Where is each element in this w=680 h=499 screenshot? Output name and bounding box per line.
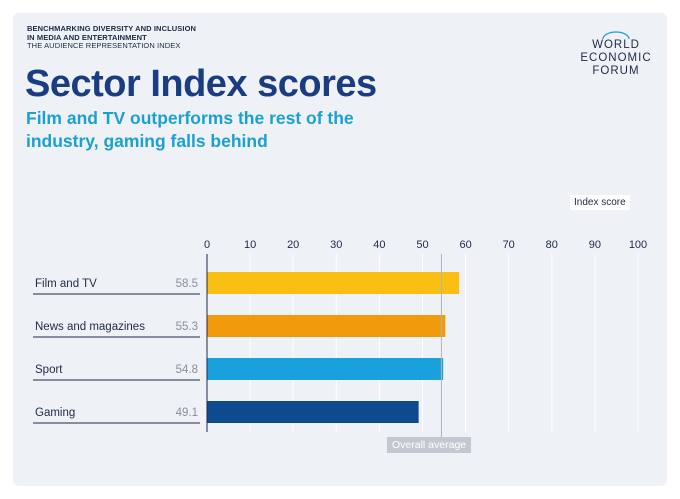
bar xyxy=(207,272,460,294)
x-tick-label: 80 xyxy=(546,239,558,251)
x-tick-label: 50 xyxy=(416,239,428,251)
x-tick-label: 20 xyxy=(287,239,299,251)
x-tick-label: 60 xyxy=(459,239,471,251)
value-label: 49.1 xyxy=(176,407,198,419)
eyebrow-line-3: THE AUDIENCE REPRESENTATION INDEX xyxy=(27,41,181,50)
page-subtitle: Film and TV outperforms the rest of the … xyxy=(26,108,354,151)
category-label: Film and TV xyxy=(35,278,97,290)
x-tick-label: 30 xyxy=(330,239,342,251)
logo-line-2: ECONOMIC xyxy=(580,52,652,64)
x-tick-label: 100 xyxy=(629,239,647,251)
category-label: Gaming xyxy=(35,407,75,419)
value-label: 55.3 xyxy=(176,321,198,333)
logo-line-1: WORLD xyxy=(592,39,640,51)
logo-line-3: FORUM xyxy=(592,65,640,77)
logo-arc-icon xyxy=(602,31,630,40)
x-tick-label: 70 xyxy=(503,239,515,251)
category-label: News and magazines xyxy=(35,321,145,333)
wef-logo: WORLD ECONOMIC FORUM xyxy=(573,31,659,81)
eyebrow-line-1: BENCHMARKING DIVERSITY AND INCLUSION xyxy=(27,24,197,33)
page-title: Sector Index scores xyxy=(25,63,377,105)
report-eyebrow: BENCHMARKING DIVERSITY AND INCLUSION IN … xyxy=(27,24,197,51)
bar xyxy=(207,358,444,380)
x-tick-label: 0 xyxy=(204,239,210,251)
value-label: 58.5 xyxy=(176,278,198,290)
x-tick-label: 90 xyxy=(589,239,601,251)
x-tick-label: 10 xyxy=(244,239,256,251)
value-label: 54.8 xyxy=(176,364,198,376)
category-label: Sport xyxy=(35,364,63,376)
bar xyxy=(207,401,419,423)
overall-average-label: Overall average xyxy=(387,437,472,453)
eyebrow-line-2: IN MEDIA AND ENTERTAINMENT xyxy=(27,32,147,42)
axis-title-badge: Index score xyxy=(570,195,630,210)
x-tick-label: 40 xyxy=(373,239,385,251)
bar xyxy=(207,315,446,337)
